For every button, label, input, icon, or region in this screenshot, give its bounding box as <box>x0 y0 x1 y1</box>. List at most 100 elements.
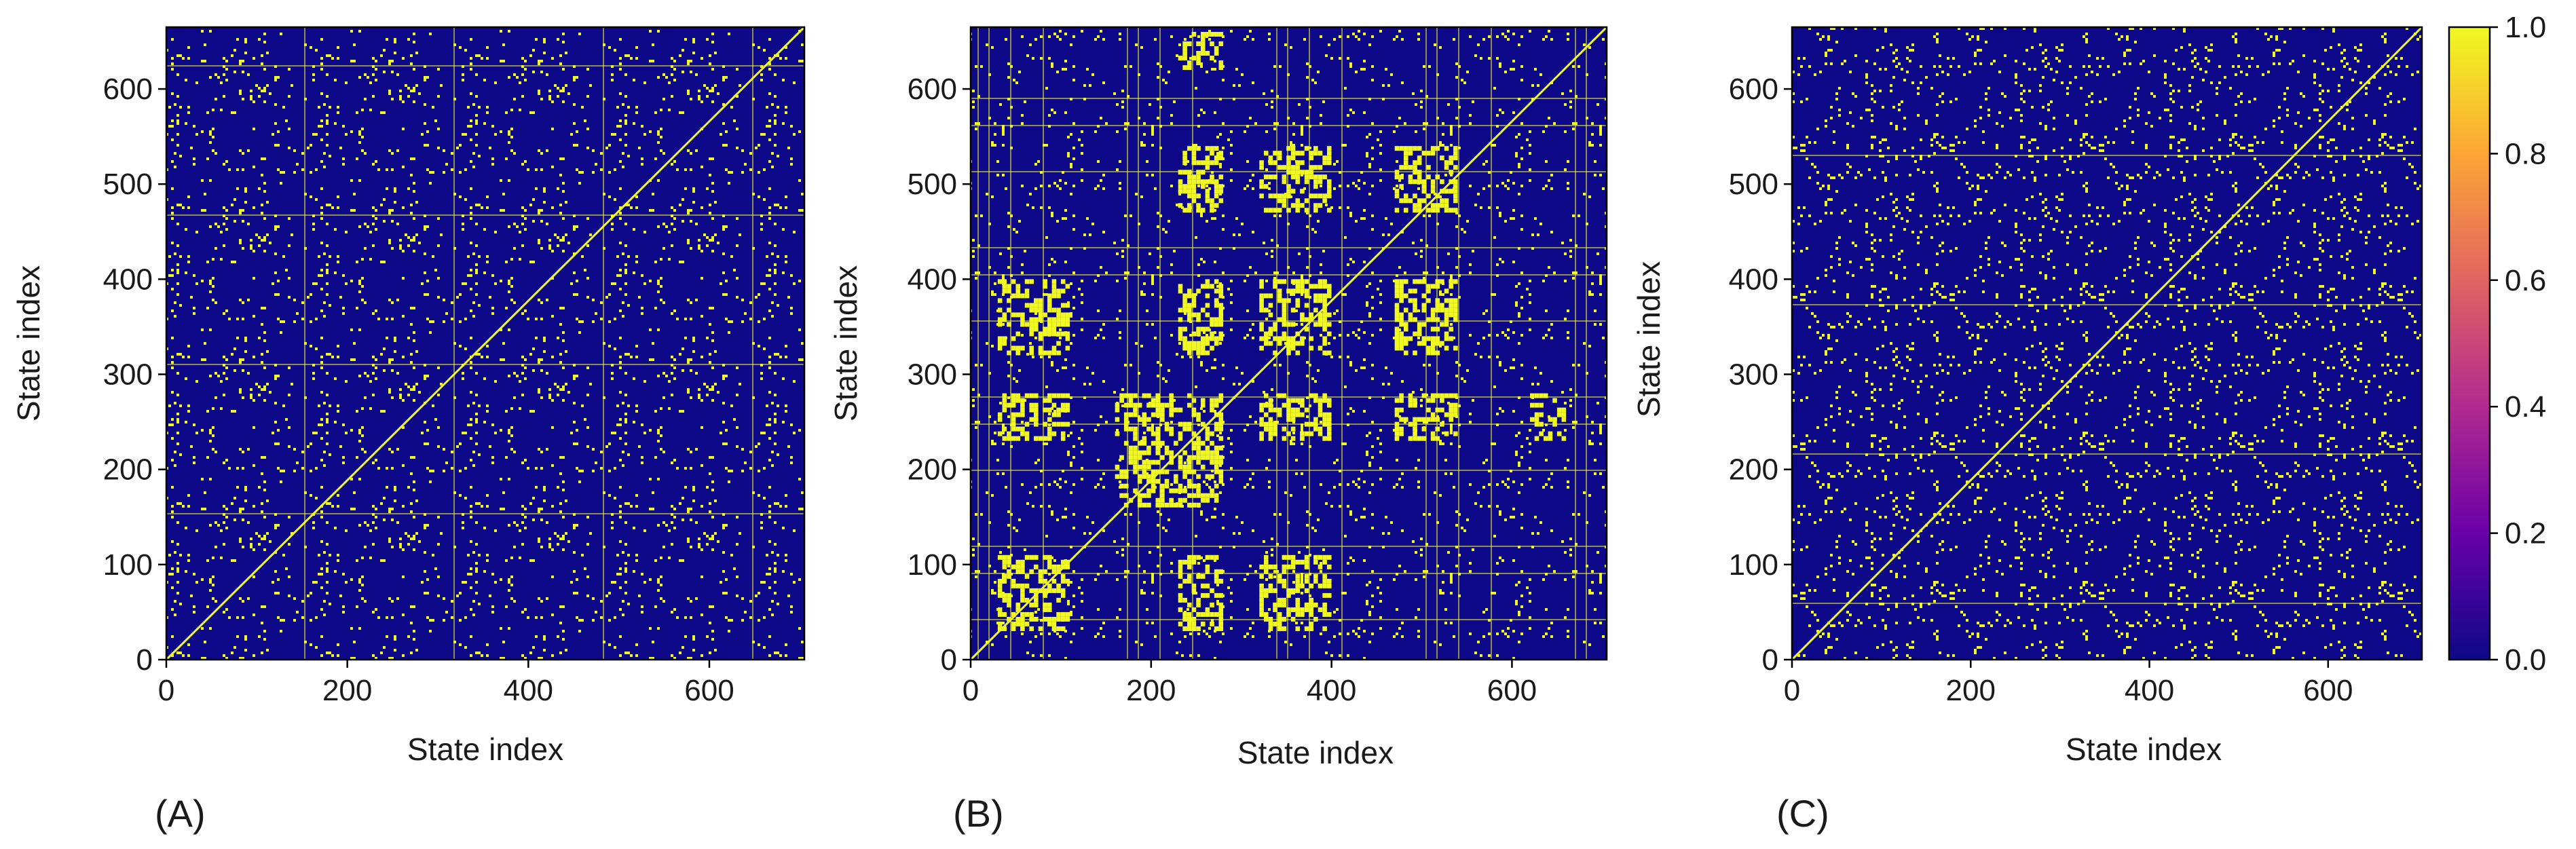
cluster-cell <box>1034 554 1039 560</box>
cluster-cell <box>1318 431 1323 436</box>
cluster-cell <box>1313 421 1318 427</box>
cluster-cell <box>1277 155 1282 161</box>
cluster-cell <box>1268 160 1273 166</box>
heatmap-cells <box>997 32 1567 631</box>
cluster-cell <box>1196 208 1201 213</box>
cluster-cell <box>1313 322 1318 327</box>
cluster-cell <box>1038 317 1043 322</box>
cluster-cell <box>1178 573 1183 579</box>
cluster-cell <box>1534 412 1539 417</box>
cluster-cell <box>1142 493 1147 498</box>
cluster-cell <box>1060 393 1066 398</box>
cluster-cell <box>1326 554 1332 560</box>
cluster-cell <box>1002 341 1007 346</box>
cluster-cell <box>1530 417 1535 422</box>
cluster-cell <box>1286 193 1291 199</box>
cluster-cell <box>1268 616 1273 622</box>
cluster-cell <box>1421 198 1427 204</box>
cluster-cell <box>1191 189 1197 194</box>
cluster-cell <box>1029 279 1034 284</box>
cluster-cell <box>1047 322 1052 327</box>
cluster-cell <box>1259 592 1264 598</box>
cluster-cell <box>1047 393 1052 398</box>
cluster-cell <box>1196 179 1201 185</box>
cluster-cell <box>1273 426 1277 432</box>
cluster-cell <box>1034 326 1039 332</box>
cluster-cell <box>1196 60 1201 66</box>
cluster-cell <box>1322 155 1327 161</box>
cluster-cell <box>1403 341 1408 346</box>
cluster-cell <box>1282 402 1287 408</box>
cluster-cell <box>1051 564 1057 569</box>
cluster-cell <box>1200 592 1206 598</box>
cluster-cell <box>1191 407 1197 413</box>
cluster-cell <box>1115 407 1120 413</box>
cluster-cell <box>1007 616 1011 622</box>
cluster-cell <box>1399 279 1404 284</box>
cluster-cell <box>1322 607 1327 612</box>
cluster-cell <box>1313 146 1318 151</box>
cluster-cell <box>1056 307 1061 313</box>
cluster-cell <box>1449 393 1454 398</box>
cluster-cell <box>1151 398 1156 403</box>
cluster-cell <box>1273 160 1277 166</box>
cluster-cell <box>1128 455 1134 460</box>
cluster-cell <box>1160 493 1165 498</box>
cluster-cell <box>1214 398 1219 403</box>
cluster-cell <box>1210 345 1214 351</box>
cluster-cell <box>1038 350 1043 356</box>
cluster-cell <box>1552 398 1557 403</box>
cluster-cell <box>1449 279 1454 284</box>
cluster-cell <box>1300 436 1305 441</box>
cluster-cell <box>1137 450 1142 455</box>
cluster-cell <box>1290 559 1296 565</box>
cluster-cell <box>1214 426 1219 432</box>
cluster-cell <box>1182 51 1187 56</box>
cluster-cell <box>1218 322 1224 327</box>
cluster-cell <box>1286 165 1291 170</box>
cluster-cell <box>1169 497 1174 503</box>
cluster-cell <box>1007 597 1011 603</box>
cluster-cell <box>997 554 1003 560</box>
cluster-cell <box>1300 170 1305 175</box>
cluster-cell <box>1038 626 1043 631</box>
cluster-cell <box>1426 317 1431 322</box>
cluster-cell <box>1282 203 1287 208</box>
cluster-cell <box>1440 198 1444 204</box>
cluster-cell <box>1430 317 1436 322</box>
y-tick-label: 400 <box>103 263 153 296</box>
cluster-cell <box>1449 412 1454 417</box>
cluster-cell <box>1178 336 1183 341</box>
cluster-cell <box>1277 611 1282 617</box>
cluster-cell <box>1024 436 1030 441</box>
cluster-cell <box>1430 417 1436 422</box>
cluster-cell <box>1151 488 1156 493</box>
cluster-cell <box>1007 298 1011 303</box>
cluster-cell <box>1214 322 1219 327</box>
cluster-cell <box>1133 426 1138 432</box>
cluster-cell <box>1286 398 1291 403</box>
cluster-cell <box>1128 450 1134 455</box>
cluster-cell <box>1123 417 1129 422</box>
cluster-cell <box>1403 336 1408 341</box>
cluster-cell <box>1403 160 1408 166</box>
cluster-cell <box>1011 621 1016 626</box>
cluster-cell <box>1326 426 1332 432</box>
cluster-cell <box>1011 626 1016 631</box>
cluster-cell <box>1187 502 1192 508</box>
cluster-cell <box>1322 307 1327 313</box>
cluster-cell <box>1182 151 1187 156</box>
cluster-cell <box>1029 345 1034 351</box>
cluster-cell <box>1060 559 1066 565</box>
cluster-cell <box>1015 312 1021 318</box>
cluster-cell <box>1322 174 1327 180</box>
cluster-cell <box>997 626 1003 631</box>
cluster-cell <box>1273 431 1277 436</box>
cluster-cell <box>1146 402 1151 408</box>
cluster-cell <box>1024 597 1030 603</box>
cluster-cell <box>1295 179 1301 185</box>
cluster-cell <box>1133 459 1138 465</box>
cluster-cell <box>1160 402 1165 408</box>
cluster-cell <box>1182 616 1187 622</box>
